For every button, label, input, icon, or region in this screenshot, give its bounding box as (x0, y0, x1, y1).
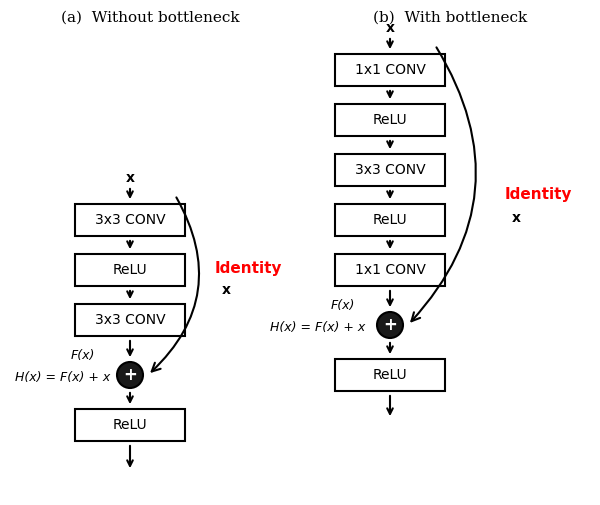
Text: Identity: Identity (215, 261, 283, 276)
FancyBboxPatch shape (75, 204, 185, 236)
Text: 3x3 CONV: 3x3 CONV (355, 163, 425, 177)
Text: ReLU: ReLU (373, 213, 407, 227)
Text: +: + (123, 366, 137, 384)
FancyBboxPatch shape (335, 359, 445, 391)
Text: x: x (512, 211, 521, 225)
FancyBboxPatch shape (335, 104, 445, 136)
Text: 3x3 CONV: 3x3 CONV (95, 313, 166, 327)
Text: ReLU: ReLU (373, 113, 407, 127)
FancyBboxPatch shape (75, 304, 185, 336)
Text: ReLU: ReLU (113, 418, 148, 432)
Text: (b)  With bottleneck: (b) With bottleneck (373, 11, 527, 25)
Text: 1x1 CONV: 1x1 CONV (355, 263, 425, 277)
FancyBboxPatch shape (335, 154, 445, 186)
FancyBboxPatch shape (75, 254, 185, 286)
Text: x: x (125, 171, 134, 185)
Text: 3x3 CONV: 3x3 CONV (95, 213, 166, 227)
FancyBboxPatch shape (335, 254, 445, 286)
Text: H(x) = F(x) + x: H(x) = F(x) + x (15, 372, 110, 384)
Circle shape (117, 362, 143, 388)
Text: (a)  Without bottleneck: (a) Without bottleneck (61, 11, 239, 25)
Text: +: + (383, 316, 397, 334)
FancyBboxPatch shape (75, 409, 185, 441)
Text: Identity: Identity (505, 187, 572, 203)
Text: H(x) = F(x) + x: H(x) = F(x) + x (270, 322, 365, 334)
FancyArrowPatch shape (412, 47, 476, 321)
FancyBboxPatch shape (335, 54, 445, 86)
Text: ReLU: ReLU (373, 368, 407, 382)
Text: F(x): F(x) (71, 348, 95, 362)
FancyBboxPatch shape (335, 204, 445, 236)
FancyArrowPatch shape (152, 197, 199, 372)
Text: x: x (222, 283, 231, 297)
Text: x: x (386, 21, 395, 35)
Text: F(x): F(x) (331, 298, 355, 312)
Circle shape (377, 312, 403, 338)
Text: ReLU: ReLU (113, 263, 148, 277)
Text: 1x1 CONV: 1x1 CONV (355, 63, 425, 77)
